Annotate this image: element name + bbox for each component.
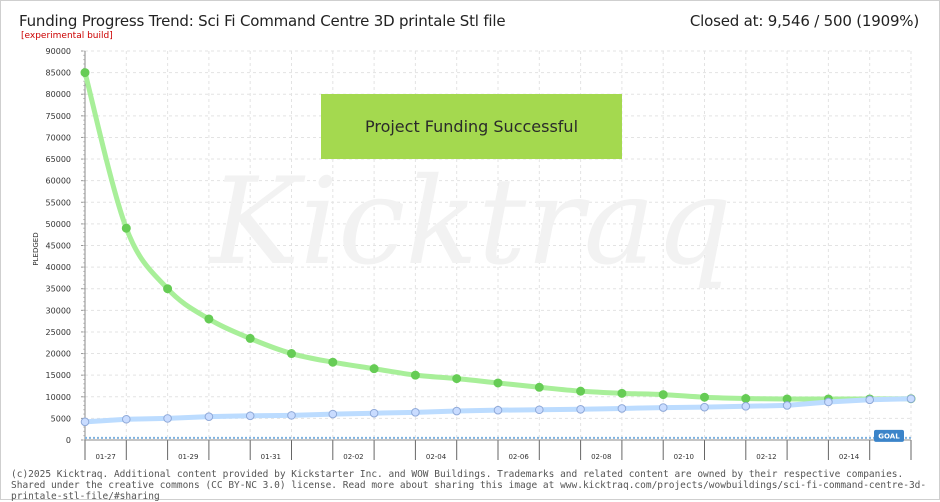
pledged-point [245, 411, 255, 421]
build-label: [experimental build] [21, 31, 113, 41]
pledged-point [700, 402, 709, 412]
pledged-point [452, 406, 462, 416]
trend-point [741, 394, 751, 404]
y-tick-label: 25000 [46, 328, 71, 337]
pledged-point [658, 403, 668, 412]
trend-point [700, 392, 709, 402]
y-tick-label: 0 [66, 436, 71, 445]
pledged-point [204, 412, 214, 421]
goal-badge [874, 429, 904, 442]
pledged-point [328, 409, 338, 419]
trend-point [163, 284, 173, 294]
pledged-point [535, 405, 544, 415]
pledged-point [369, 408, 379, 418]
pledged-point [287, 411, 296, 420]
y-tick-label: 55000 [46, 198, 71, 207]
x-tick-label: 01-31 [261, 453, 281, 461]
pledged-point [493, 405, 503, 415]
x-tick-label: 02-10 [674, 453, 694, 461]
pledged-point [80, 417, 90, 427]
license-line: Shared under the creative commons (CC BY… [11, 480, 927, 502]
y-tick-label: 90000 [46, 47, 71, 56]
closed-at-summary: Closed at: 9,546 / 500 (1909%) [689, 12, 919, 30]
y-axis-ticks: 0 5000 10000 15000 20000 25000 30000 35000 40000… [46, 47, 71, 445]
kicktraq-watermark: Kicktraq [208, 153, 732, 292]
x-tick-label: 02-08 [591, 453, 611, 461]
trend-point [328, 357, 338, 367]
x-tick-label: 01-29 [178, 453, 198, 461]
y-tick-label: 70000 [46, 133, 71, 142]
trend-point [658, 390, 668, 400]
copyright-line: (c)2025 Kicktraq. Additional content pro… [11, 469, 904, 480]
y-tick-label: 65000 [46, 155, 71, 164]
y-tick-label: 45000 [46, 242, 71, 251]
footer: (c)2025 Kicktraq. Additional content pro… [11, 469, 939, 502]
trend-point [534, 382, 544, 392]
y-tick-label: 85000 [46, 69, 71, 78]
x-tick-label: 02-06 [508, 453, 529, 461]
trend-point [410, 370, 420, 380]
y-tick-label: 50000 [46, 220, 71, 229]
goal-line-group: GOAL [85, 429, 911, 442]
trend-point [576, 386, 586, 396]
trend-point [121, 223, 131, 233]
pledged-point [411, 408, 420, 417]
trend-point [452, 374, 462, 384]
series [80, 68, 916, 427]
y-tick-label: 10000 [46, 393, 71, 402]
pledged-point [782, 401, 792, 410]
goal-label: GOAL [878, 432, 900, 440]
y-tick-label: 30000 [46, 306, 71, 315]
pledged-point [906, 394, 916, 404]
trend-point [80, 68, 90, 78]
x-tick-label: 02-14 [839, 453, 860, 461]
y-tick-label: 5000 [51, 414, 71, 423]
y-tick-label: 80000 [46, 90, 71, 99]
funding-success-banner: Project Funding Successful [321, 94, 622, 159]
y-tick-label: 60000 [46, 177, 71, 186]
pledged-point [824, 397, 833, 407]
trend-point [493, 378, 503, 388]
y-tick-label: 35000 [46, 285, 71, 294]
pledged-point [163, 414, 172, 423]
trend-point [245, 333, 255, 343]
trend-point [204, 314, 214, 324]
trend-point [617, 388, 627, 398]
pledged-point [122, 414, 131, 424]
y-axis-label: PLEDGED [32, 232, 40, 265]
chart-title: Funding Progress Trend: Sci Fi Command C… [19, 12, 506, 30]
y-tick-label: 15000 [46, 371, 71, 380]
grid [85, 50, 912, 440]
pledged-point [865, 395, 875, 405]
x-tick-label: 01-27 [95, 453, 115, 461]
trend-point [287, 349, 296, 359]
x-axis-ticks: 01-27 01-29 01-31 02-02 02-04 02-06 02-08 02-10… [95, 453, 859, 461]
x-tick-label: 02-12 [756, 453, 776, 461]
axes [81, 50, 912, 460]
x-tick-label: 02-02 [343, 453, 363, 461]
pledged-point [576, 405, 585, 414]
pledged-point [741, 401, 751, 411]
y-tick-label: 75000 [46, 112, 71, 121]
y-tick-label: 20000 [46, 350, 71, 359]
y-tick-label: 40000 [46, 263, 71, 272]
pledged-point [617, 404, 627, 413]
x-tick-label: 02-04 [426, 453, 447, 461]
trend-point [369, 364, 379, 374]
